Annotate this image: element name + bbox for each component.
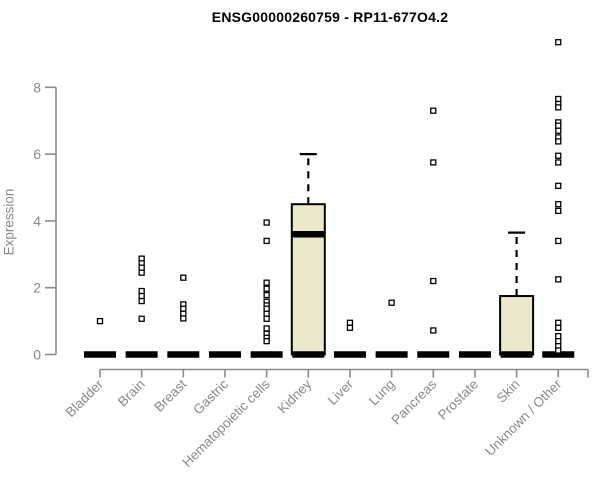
zero-bar-lung bbox=[375, 351, 408, 358]
box-kidney bbox=[290, 203, 326, 356]
zero-bar-skin bbox=[500, 351, 533, 358]
outlier-point bbox=[263, 237, 270, 245]
outlier-point bbox=[555, 276, 562, 283]
outlier-point bbox=[346, 319, 354, 326]
x-tick-label: Brain bbox=[115, 377, 148, 410]
outlier-point bbox=[263, 325, 270, 332]
x-tick-label: Skin bbox=[494, 377, 523, 406]
outlier-point bbox=[555, 337, 562, 345]
zero-bar-bladder bbox=[84, 351, 116, 358]
outlier-point bbox=[388, 299, 395, 306]
x-tick-label: Gastric bbox=[190, 376, 231, 417]
outlier-point bbox=[555, 104, 562, 111]
outlier-point bbox=[430, 159, 437, 166]
x-tick-label: Prostate bbox=[435, 377, 481, 423]
zero-bar-brain bbox=[125, 351, 158, 358]
outlier-point bbox=[263, 285, 270, 292]
y-tick-label: 2 bbox=[33, 280, 41, 296]
x-tick-label: Kidney bbox=[275, 376, 315, 416]
outlier-point bbox=[555, 347, 562, 354]
zero-bar-breast bbox=[167, 351, 200, 358]
outlier-point bbox=[555, 39, 562, 46]
outlier-point bbox=[180, 315, 187, 322]
zero-bar-prostate bbox=[458, 351, 491, 358]
outlier-point bbox=[180, 305, 187, 312]
outlier-point bbox=[138, 292, 145, 300]
outlier-point bbox=[555, 324, 562, 331]
outlier-point bbox=[555, 138, 562, 145]
x-tick-label: Breast bbox=[151, 376, 189, 414]
outlier-point bbox=[430, 277, 437, 285]
x-tick-label: Liver bbox=[325, 376, 357, 408]
outlier-point bbox=[138, 264, 145, 271]
outlier-point bbox=[96, 317, 104, 325]
outlier-point bbox=[138, 315, 145, 322]
outlier-point bbox=[180, 274, 187, 281]
zero-bar-pancreas bbox=[417, 351, 450, 358]
outlier-point bbox=[430, 327, 437, 334]
outlier-point bbox=[555, 152, 562, 159]
chart-title: ENSG00000260759 - RP11-677O4.2 bbox=[211, 9, 449, 25]
outlier-point bbox=[555, 319, 562, 326]
box-skin bbox=[499, 295, 535, 356]
zero-bar-liver bbox=[333, 351, 366, 358]
zero-bar-unknown-other bbox=[542, 351, 575, 358]
outlier-point bbox=[138, 297, 145, 305]
y-tick-label: 8 bbox=[33, 79, 41, 95]
outlier-point bbox=[263, 291, 270, 299]
x-tick-label: Bladder bbox=[63, 376, 107, 420]
y-tick-label: 4 bbox=[33, 213, 41, 229]
outlier-point bbox=[263, 315, 270, 322]
zero-bar-kidney bbox=[292, 351, 325, 358]
y-tick-label: 6 bbox=[33, 146, 41, 162]
outlier-point bbox=[555, 95, 562, 103]
outlier-point bbox=[263, 219, 270, 226]
outlier-point bbox=[430, 107, 437, 114]
outlier-point bbox=[555, 332, 562, 340]
outlier-point bbox=[555, 237, 562, 245]
y-tick-label: 0 bbox=[33, 347, 41, 363]
outlier-point bbox=[138, 269, 145, 276]
outlier-point bbox=[263, 310, 270, 317]
outlier-point bbox=[555, 201, 562, 208]
outlier-point bbox=[555, 207, 562, 215]
outlier-point bbox=[138, 287, 145, 295]
median-line-kidney bbox=[291, 231, 325, 238]
outlier-point bbox=[555, 122, 562, 129]
outlier-point bbox=[346, 324, 354, 331]
outlier-point bbox=[263, 279, 270, 286]
x-tick-label: Lung bbox=[366, 377, 398, 409]
x-tick-label: Unknown / Other bbox=[482, 376, 565, 459]
outlier-point bbox=[263, 337, 270, 345]
x-tick-label: Pancreas bbox=[388, 376, 439, 427]
outlier-point bbox=[555, 182, 562, 189]
outlier-point bbox=[555, 127, 562, 134]
outlier-point bbox=[263, 305, 270, 312]
zero-bar-gastric bbox=[208, 351, 241, 358]
zero-bar-hematopoietic-cells bbox=[250, 351, 283, 358]
outlier-point bbox=[555, 159, 562, 166]
